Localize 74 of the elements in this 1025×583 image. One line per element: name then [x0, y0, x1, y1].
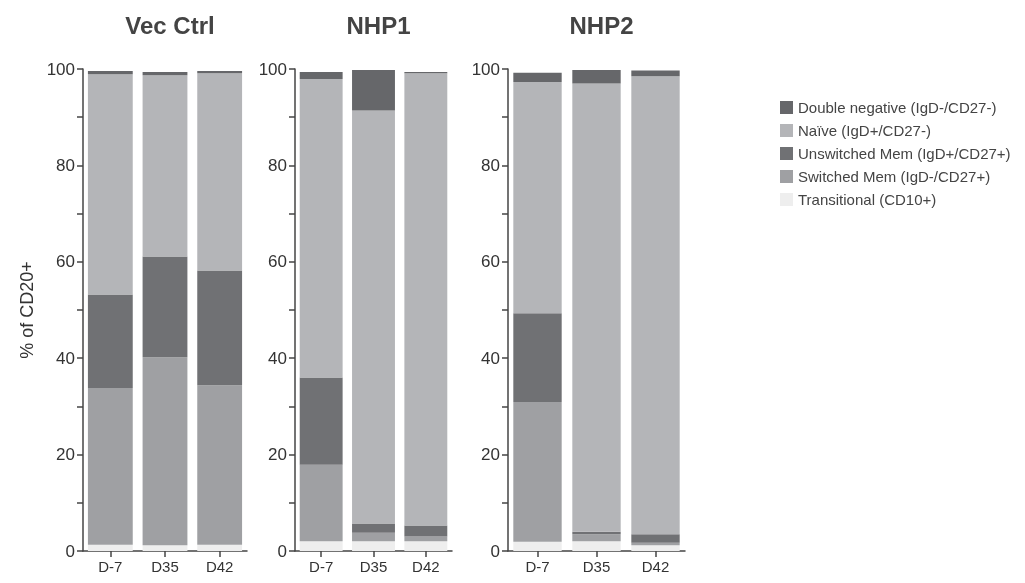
bar — [631, 70, 680, 77]
y-tick-label: 100 — [471, 59, 500, 79]
bar — [352, 541, 395, 551]
bar — [404, 73, 448, 526]
y-tick-label: 60 — [268, 252, 287, 272]
bar — [404, 541, 448, 551]
bar — [87, 544, 133, 551]
bar — [513, 72, 562, 83]
x-tick-label: D-7 — [525, 558, 550, 575]
bar — [352, 110, 395, 524]
bar — [87, 388, 133, 545]
y-tick-label: 40 — [56, 348, 75, 368]
legend-label: Switched Mem (IgD-/CD27+) — [798, 168, 991, 185]
y-tick-label: 100 — [258, 59, 287, 79]
bar — [572, 541, 621, 551]
y-tick-label: 20 — [268, 445, 287, 465]
y-tick-label: 0 — [490, 541, 500, 561]
bar — [197, 73, 243, 271]
bar — [572, 69, 621, 84]
bar — [631, 545, 680, 551]
bar — [299, 79, 343, 378]
bar — [299, 71, 343, 80]
x-tick-label: D42 — [412, 558, 440, 575]
y-tick-label: 20 — [481, 445, 500, 465]
bar — [87, 294, 133, 389]
bar — [352, 69, 395, 111]
bar — [142, 256, 188, 358]
bar — [631, 76, 680, 535]
y-tick-label: 0 — [65, 541, 75, 561]
bar — [352, 532, 395, 542]
bar — [299, 464, 343, 542]
x-tick-label: D-7 — [309, 558, 334, 575]
y-tick-label: 60 — [56, 252, 75, 272]
bar — [142, 75, 188, 257]
legend-label: Transitional (CD10+) — [798, 191, 937, 208]
legend-label: Double negative (IgD-/CD27-) — [798, 99, 997, 116]
bar — [197, 385, 243, 545]
x-tick-label: D35 — [582, 558, 611, 575]
y-tick-label: 40 — [481, 348, 500, 368]
chart-title: NHP2 — [569, 11, 634, 39]
x-tick-label: D35 — [359, 558, 388, 575]
legend-label: Unswitched Mem (IgD+/CD27+) — [798, 145, 1011, 162]
bar — [404, 525, 448, 537]
x-tick-label: D-7 — [98, 558, 123, 575]
bar — [299, 541, 343, 551]
y-tick-label: 40 — [268, 348, 287, 368]
x-tick-label: D42 — [641, 558, 670, 575]
bar — [513, 82, 562, 314]
bar — [631, 534, 680, 543]
bar — [142, 357, 188, 546]
legend-label: Naïve (IgD+/CD27-) — [798, 122, 931, 139]
y-tick-label: 80 — [481, 155, 500, 175]
bar — [513, 313, 562, 403]
y-tick-label: 100 — [46, 59, 75, 79]
y-tick-label: 20 — [56, 445, 75, 465]
bar — [572, 534, 621, 542]
bar — [513, 402, 562, 542]
bar — [142, 545, 188, 551]
y-tick-label: 80 — [56, 155, 75, 175]
bar — [197, 544, 243, 551]
bar — [352, 523, 395, 533]
chart-title: Vec Ctrl — [125, 11, 215, 39]
chart-title: NHP1 — [346, 11, 411, 39]
x-tick-label: D35 — [151, 558, 179, 575]
y-axis-title: % of CD20+ — [16, 261, 37, 359]
y-tick-label: 60 — [481, 252, 500, 272]
bar — [299, 377, 343, 465]
bar — [572, 83, 621, 532]
y-tick-label: 0 — [277, 541, 287, 561]
bar — [197, 270, 243, 386]
x-tick-label: D42 — [205, 558, 234, 575]
bar — [513, 541, 562, 551]
bar — [87, 74, 133, 295]
y-tick-label: 80 — [268, 155, 287, 175]
